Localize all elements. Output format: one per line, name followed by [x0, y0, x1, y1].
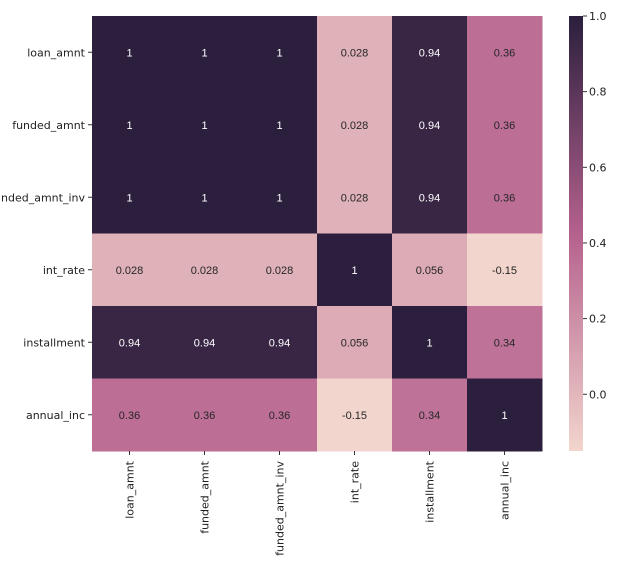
- colorbar-tick-label: 0.8: [589, 86, 607, 99]
- colorbar-tick-label: 1.0: [589, 10, 607, 23]
- heatmap-cell: [317, 233, 393, 307]
- cell-value-label: 1: [351, 265, 357, 277]
- heatmap-cell: [392, 161, 468, 234]
- cell-value-label: 0.028: [116, 265, 144, 277]
- cell-value-label: 1: [276, 47, 282, 59]
- cell-value-label: 0.36: [494, 120, 515, 132]
- cell-value-label: 0.36: [494, 192, 515, 204]
- heatmap-cell: [392, 88, 468, 162]
- heatmap-cell: [167, 306, 243, 379]
- heatmap-cell: [242, 161, 318, 234]
- cell-value-label: 0.028: [266, 265, 294, 277]
- y-tick-label: installment: [23, 336, 85, 349]
- x-tick-label: funded_amnt: [199, 460, 212, 533]
- heatmap-cell: [317, 88, 393, 162]
- heatmap-cell: [317, 378, 393, 452]
- cell-value-label: 0.028: [341, 120, 369, 132]
- heatmap-cell: [242, 88, 318, 162]
- heatmap-cell: [167, 16, 243, 89]
- cell-value-label: 0.36: [269, 410, 290, 422]
- colorbar-tick-label: 0.0: [589, 388, 607, 401]
- y-axis-labels: loan_amnt funded_amnt funded_amnt_inv int_r…: [0, 46, 92, 422]
- heatmap-cell: [167, 161, 243, 234]
- y-tick-label: int_rate: [43, 264, 85, 277]
- x-tick-label: installment: [424, 460, 437, 522]
- cell-value-label: 0.94: [194, 337, 215, 349]
- cell-value-label: 0.94: [119, 337, 140, 349]
- cell-value-label: 0.36: [194, 410, 215, 422]
- cell-value-label: 1: [201, 192, 207, 204]
- colorbar-ticks: 1.0 0.8 0.6 0.4 0.2 0.0: [583, 10, 607, 401]
- cell-value-label: 0.94: [269, 337, 290, 349]
- cell-value-label: 1: [126, 47, 132, 59]
- colorbar-tick-label: 0.6: [589, 161, 607, 174]
- cell-value-label: 0.94: [419, 47, 440, 59]
- heatmap-cell: [317, 306, 393, 379]
- colorbar-tick-label: 0.4: [589, 237, 607, 250]
- y-tick-label: funded_amnt_inv: [0, 191, 85, 204]
- heatmap-cells: 1 1 1 0.028 0.94 0.36 1 1 1 0.028 0.94 0.36 1 1 1 0.028…: [92, 16, 543, 452]
- heatmap-cell: [392, 233, 468, 307]
- cell-value-label: 1: [276, 192, 282, 204]
- heatmap-cell: [317, 161, 393, 234]
- heatmap-cell: [242, 378, 318, 452]
- cell-value-label: 1: [501, 410, 507, 422]
- colorbar-tick-label: 0.2: [589, 313, 607, 326]
- cell-value-label: 0.36: [494, 47, 515, 59]
- cell-value-label: 0.94: [419, 120, 440, 132]
- cell-value-label: 0.34: [419, 410, 440, 422]
- cell-value-label: 0.028: [191, 265, 219, 277]
- cell-value-label: 0.028: [341, 47, 369, 59]
- x-axis-labels: loan_amnt funded_amnt funded_amnt_inv int_r…: [124, 451, 512, 556]
- heatmap-cell: [317, 16, 393, 89]
- heatmap-cell: [92, 161, 168, 234]
- cell-value-label: 1: [201, 120, 207, 132]
- cell-value-label: 1: [426, 337, 432, 349]
- heatmap-cell: [167, 233, 243, 307]
- colorbar: [569, 16, 583, 451]
- cell-value-label: 1: [276, 120, 282, 132]
- heatmap-cell: [467, 161, 543, 234]
- heatmap-cell: [392, 306, 468, 379]
- cell-value-label: 0.94: [419, 192, 440, 204]
- cell-value-label: 0.34: [494, 337, 515, 349]
- heatmap-cell: [242, 233, 318, 307]
- heatmap-cell: [467, 16, 543, 89]
- heatmap-cell: [92, 233, 168, 307]
- cell-value-label: -0.15: [342, 410, 367, 422]
- heatmap-cell: [467, 233, 543, 307]
- heatmap-cell: [467, 88, 543, 162]
- x-tick-label: int_rate: [349, 461, 362, 503]
- x-tick-label: funded_amnt_inv: [274, 461, 287, 556]
- cell-value-label: 1: [126, 192, 132, 204]
- cell-value-label: 0.36: [119, 410, 140, 422]
- heatmap-cell: [392, 378, 468, 452]
- heatmap-cell: [467, 306, 543, 379]
- heatmap-cell: [92, 306, 168, 379]
- heatmap-cell: [242, 306, 318, 379]
- cell-value-label: 0.056: [416, 265, 444, 277]
- heatmap-cell: [467, 378, 543, 452]
- y-tick-label: loan_amnt: [27, 46, 85, 59]
- x-tick-label: annual_inc: [499, 461, 512, 520]
- cell-value-label: 1: [201, 47, 207, 59]
- heatmap-cell: [167, 88, 243, 162]
- cell-value-label: 1: [126, 120, 132, 132]
- heatmap-cell: [92, 16, 168, 89]
- heatmap-cell: [392, 16, 468, 89]
- heatmap-cell: [92, 378, 168, 452]
- cell-value-label: 0.056: [341, 337, 369, 349]
- y-tick-label: funded_amnt: [12, 119, 85, 132]
- heatmap-cell: [242, 16, 318, 89]
- y-tick-label: annual_inc: [26, 409, 85, 422]
- cell-value-label: 0.028: [341, 192, 369, 204]
- cell-value-label: -0.15: [492, 265, 517, 277]
- x-tick-label: loan_amnt: [124, 460, 137, 518]
- heatmap-cell: [92, 88, 168, 162]
- heatmap-cell: [167, 378, 243, 452]
